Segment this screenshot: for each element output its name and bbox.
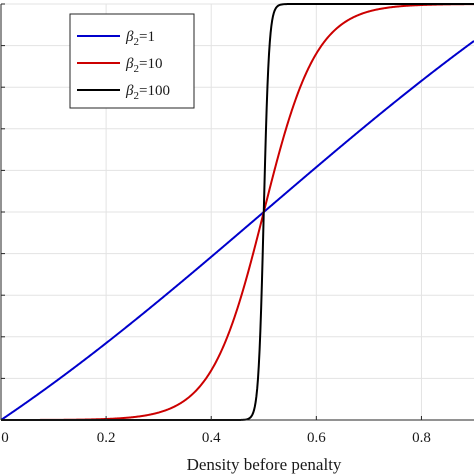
tick-labels: 0 0.2 0.4 0.6 0.8 <box>1 430 431 446</box>
x-tick-label: 0 <box>1 430 9 446</box>
legend-entry: β2=100 <box>125 83 170 102</box>
series-line-beta-1 <box>0 40 474 421</box>
x-tick-label: 0.4 <box>202 430 221 446</box>
x-tick-label: 0.8 <box>412 430 431 446</box>
legend: β2=1 β2=10 β2=100 <box>69 13 195 109</box>
axes <box>0 3 474 421</box>
x-axis-label: Density before penalty <box>187 455 342 474</box>
grid <box>0 3 474 421</box>
legend-box <box>69 13 195 109</box>
legend-entry: β2=10 <box>125 56 162 75</box>
x-tick-label: 0.2 <box>97 430 116 446</box>
legend-entry: β2=1 <box>125 29 155 48</box>
x-tick-label: 0.6 <box>307 430 326 446</box>
